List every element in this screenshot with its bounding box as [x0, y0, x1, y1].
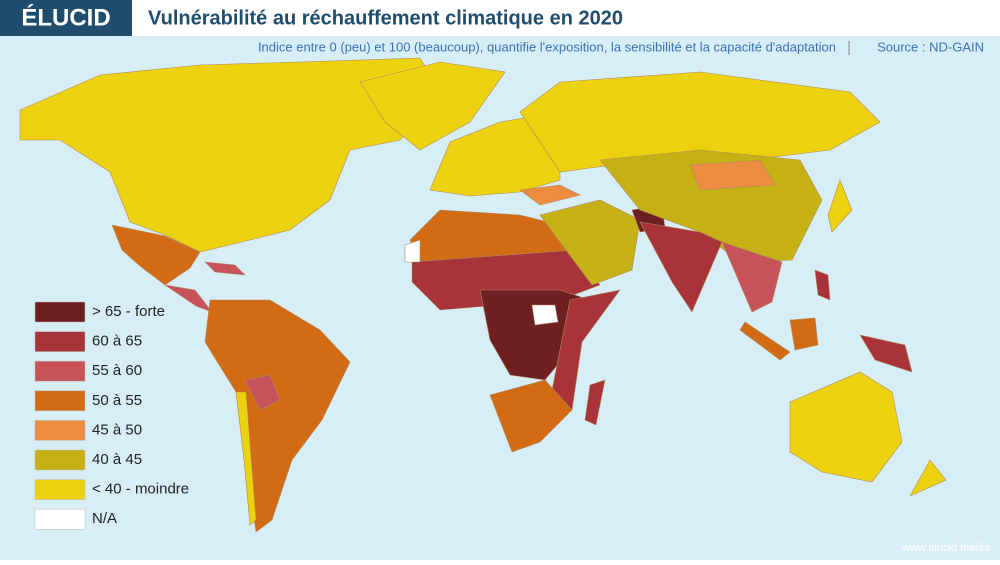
subtitle: Indice entre 0 (peu) et 100 (beaucoup), …	[258, 39, 836, 54]
world-map	[19, 57, 947, 533]
footer: www.elucid.media	[901, 542, 991, 554]
middle-east	[539, 199, 641, 286]
logo: ÉLUCID	[21, 3, 110, 31]
turkey	[519, 184, 581, 206]
legend-swatch	[34, 360, 86, 382]
legend-label: 55 à 60	[92, 362, 142, 379]
south-america	[204, 299, 351, 533]
legend-label: N/A	[92, 510, 117, 527]
header-bar	[0, 0, 1000, 36]
chile	[235, 391, 257, 526]
east-africa	[549, 289, 621, 411]
indonesia-west	[739, 321, 791, 361]
legend-swatch	[34, 479, 86, 500]
mongolia	[689, 159, 776, 191]
india	[639, 221, 723, 313]
greenland	[359, 61, 506, 151]
papua	[859, 334, 913, 373]
legend-label: > 65 - forte	[92, 303, 165, 320]
legend-label: 50 à 55	[92, 392, 142, 409]
bolivia	[244, 374, 281, 411]
borneo	[789, 317, 819, 351]
japan	[827, 179, 853, 233]
legend-label: 40 à 45	[92, 451, 142, 468]
north-america	[19, 57, 441, 253]
legend-label: 45 à 50	[92, 421, 142, 438]
legend-swatch	[34, 301, 86, 323]
western-sahara	[404, 239, 421, 263]
south-east-asia	[721, 241, 783, 313]
legend-label: 60 à 65	[92, 333, 142, 350]
legend-swatch	[34, 331, 86, 352]
title: Vulnérabilité au réchauffement climatiqu…	[148, 7, 623, 29]
australia	[789, 371, 903, 483]
mexico	[111, 224, 201, 286]
caribbean	[204, 261, 246, 276]
logo-box	[0, 0, 132, 36]
madagascar	[584, 379, 606, 426]
legend-swatch	[34, 420, 86, 441]
south-sudan	[531, 304, 559, 326]
legend-swatch	[34, 449, 86, 471]
southern-africa	[489, 379, 573, 453]
source: Source : ND-GAIN	[877, 39, 984, 54]
legend-swatch	[34, 508, 86, 530]
new-zealand	[909, 459, 947, 497]
legend: > 65 - forte 60 à 65 55 à 60 50 à 55 45 à 50…	[34, 301, 189, 530]
philippines	[814, 269, 831, 301]
legend-swatch	[34, 390, 86, 412]
legend-label: < 40 - moindre	[92, 481, 189, 498]
